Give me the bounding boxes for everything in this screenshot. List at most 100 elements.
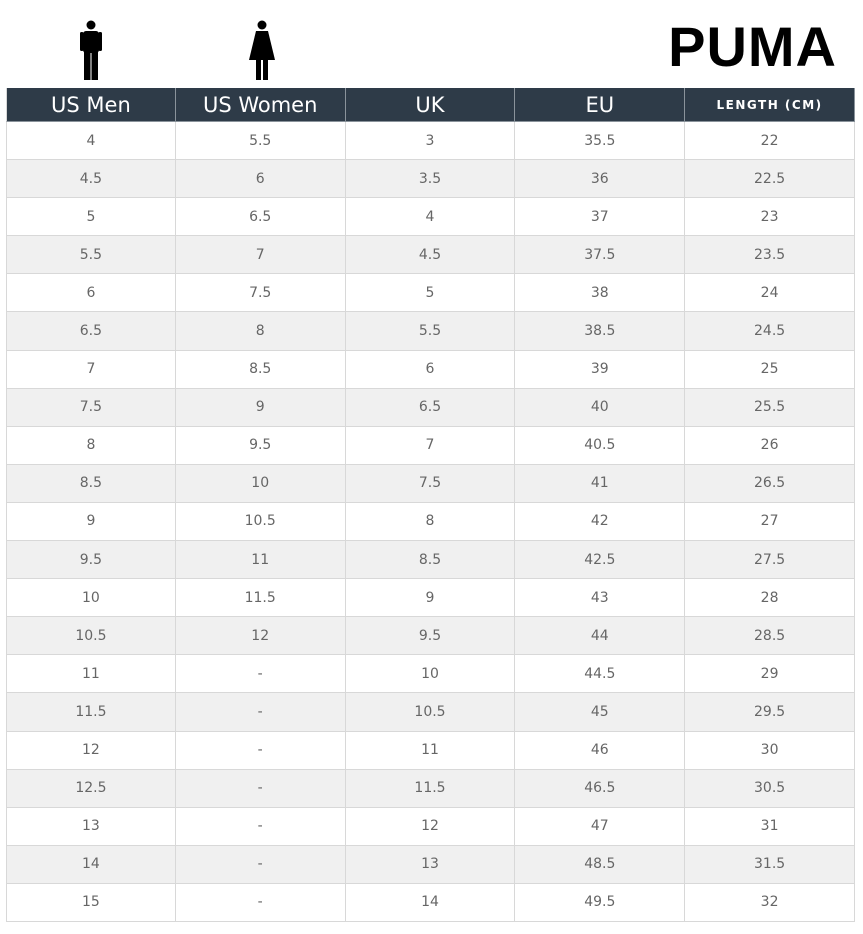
table-cell: 10 xyxy=(175,464,346,503)
header-row: US Men US Women UK EU LENGTH (CM) xyxy=(6,88,855,122)
table-cell: 8 xyxy=(345,502,516,542)
table-row: 11.5-10.5 45 29.5 xyxy=(6,693,855,732)
table-cell: 46.5 xyxy=(515,769,686,808)
table-row: 7 8.5 6 39 25 xyxy=(6,350,855,389)
table-row: 8.5 10 7.5 41 26.5 xyxy=(6,464,855,503)
table-cell: 5.5 xyxy=(345,312,516,351)
table-cell: 9.5 xyxy=(6,541,176,580)
table-cell: 44.5 xyxy=(515,655,686,694)
table-cell: 10.5 xyxy=(345,693,516,732)
table-cell: 28.5 xyxy=(685,617,855,656)
table-cell: 22 xyxy=(685,122,855,161)
table-cell: 38 xyxy=(515,274,686,313)
table-cell: 24.5 xyxy=(685,312,855,351)
table-cell: 11 xyxy=(345,731,516,770)
table-cell: 5.5 xyxy=(6,236,176,275)
table-cell: 37 xyxy=(515,198,686,237)
table-cell: 23 xyxy=(685,198,855,237)
table-row: 4.5 6 3.5 36 22.5 xyxy=(6,160,855,199)
table-cell: 23.5 xyxy=(685,236,855,275)
table-row: 12.5-11.5 46.5 30.5 xyxy=(6,769,855,808)
table-cell: 10.5 xyxy=(175,502,346,542)
table-cell: 6 xyxy=(345,350,516,389)
table-cell: 41 xyxy=(515,464,686,503)
table-cell: 7 xyxy=(6,350,176,389)
table-cell: 38.5 xyxy=(515,312,686,351)
table-row: 10.5 12 9.5 44 28.5 xyxy=(6,617,855,656)
table-cell: 24 xyxy=(685,274,855,313)
table-cell: 8.5 xyxy=(6,464,176,503)
table-cell: 47 xyxy=(515,807,686,846)
header-cell: US Men xyxy=(6,88,176,122)
table-cell: - xyxy=(175,807,346,846)
table-cell: - xyxy=(175,845,346,884)
table-row: 9 10.5 8 42 27 xyxy=(6,502,855,542)
table-cell: 7.5 xyxy=(6,388,176,427)
table-row: 5 6.5 4 37 23 xyxy=(6,198,855,237)
table-cell: 11.5 xyxy=(6,693,176,732)
table-cell: 9.5 xyxy=(345,617,516,656)
table-cell: 43 xyxy=(515,579,686,618)
table-cell: 9 xyxy=(6,502,176,542)
table-row: 11-10 44.5 29 xyxy=(6,655,855,694)
table-cell: 7 xyxy=(175,236,346,275)
brand-logo: PUMA xyxy=(668,15,837,78)
table-row: 14-13 48.5 31.5 xyxy=(6,845,855,884)
table-cell: 6.5 xyxy=(175,198,346,237)
table-row: 8 9.5 7 40.5 26 xyxy=(6,426,855,465)
table-cell: 40 xyxy=(515,388,686,427)
table-cell: 49.5 xyxy=(515,883,686,922)
table-row: 5.5 7 4.5 37.5 23.5 xyxy=(6,236,855,275)
header-cell: LENGTH (CM) xyxy=(685,88,855,122)
table-cell: 35.5 xyxy=(515,122,686,161)
table-cell: - xyxy=(175,883,346,922)
table-cell: 37.5 xyxy=(515,236,686,275)
table-cell: 39 xyxy=(515,350,686,389)
table-cell: 26.5 xyxy=(685,464,855,503)
table-cell: 6.5 xyxy=(6,312,176,351)
table-cell: 28 xyxy=(685,579,855,618)
table-cell: 12 xyxy=(345,807,516,846)
table-cell: - xyxy=(175,693,346,732)
table-cell: 10.5 xyxy=(6,617,176,656)
table-cell: 48.5 xyxy=(515,845,686,884)
header-cell: UK xyxy=(345,88,516,122)
table-cell: 36 xyxy=(515,160,686,199)
size-table: US Men US Women UK EU LENGTH (CM) 4 5.5 3 35.5 22… xyxy=(6,88,855,922)
table-row: 4 5.5 3 35.5 22 xyxy=(6,122,855,161)
table-cell: 4 xyxy=(6,122,176,161)
table-cell: 13 xyxy=(345,845,516,884)
table-row: 13-12 47 31 xyxy=(6,807,855,846)
table-cell: 12.5 xyxy=(6,769,176,808)
table-cell: 46 xyxy=(515,731,686,770)
table-cell: 4.5 xyxy=(6,160,176,199)
table-cell: 31 xyxy=(685,807,855,846)
table-row: 7.5 9 6.5 40 25.5 xyxy=(6,388,855,427)
table-cell: 6 xyxy=(175,160,346,199)
table-cell: 5 xyxy=(6,198,176,237)
table-cell: 31.5 xyxy=(685,845,855,884)
table-cell: 7.5 xyxy=(175,274,346,313)
header-cell: EU xyxy=(515,88,686,122)
table-cell: 29 xyxy=(685,655,855,694)
table-cell: 14 xyxy=(6,845,176,884)
table-cell: 8.5 xyxy=(175,350,346,389)
table-row: 6 7.5 5 38 24 xyxy=(6,274,855,313)
table-cell: 11 xyxy=(6,655,176,694)
table-cell: 8.5 xyxy=(345,541,516,580)
table-cell: 26 xyxy=(685,426,855,465)
table-cell: 30 xyxy=(685,731,855,770)
table-cell: 30.5 xyxy=(685,769,855,808)
table-cell: 25 xyxy=(685,350,855,389)
table-cell: 5 xyxy=(345,274,516,313)
table-cell: 25.5 xyxy=(685,388,855,427)
table-cell: 11.5 xyxy=(175,579,346,618)
table-cell: 42.5 xyxy=(515,541,686,580)
table-cell: 8 xyxy=(175,312,346,351)
table-cell: 9 xyxy=(345,579,516,618)
table-row: 9.5 11 8.5 42.5 27.5 xyxy=(6,541,855,580)
table-cell: 6.5 xyxy=(345,388,516,427)
table-cell: 42 xyxy=(515,502,686,542)
header-cell: US Women xyxy=(175,88,346,122)
